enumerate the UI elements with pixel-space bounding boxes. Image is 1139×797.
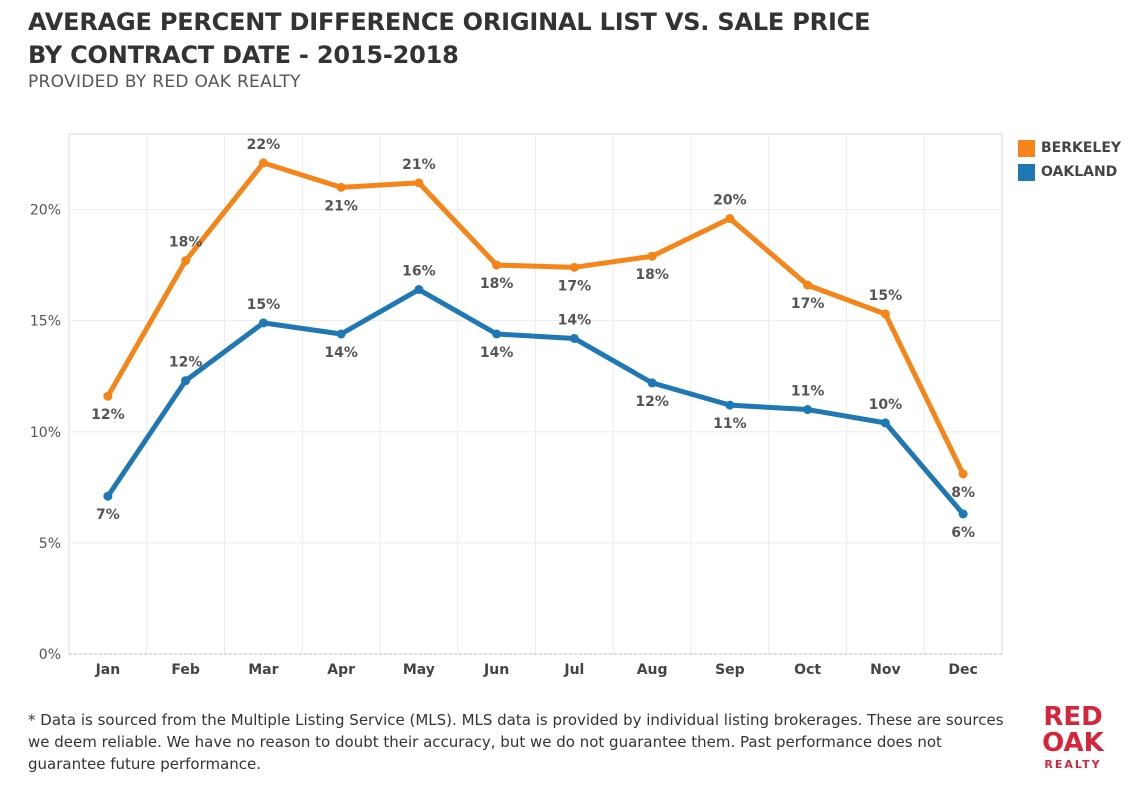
y-tick-label: 10% [30, 425, 61, 441]
chart-subtitle: PROVIDED BY RED OAK REALTY [28, 72, 301, 92]
data-label-berkeley: 8% [951, 485, 975, 501]
point-berkeley [880, 309, 890, 319]
data-label-berkeley: 20% [713, 192, 747, 208]
data-label-oakland: 7% [96, 507, 120, 523]
chart-title: AVERAGE PERCENT DIFFERENCE ORIGINAL LIST… [28, 6, 870, 72]
x-tick-label: Oct [794, 662, 821, 678]
logo-line-3: REALTY [1044, 758, 1102, 771]
point-oakland [569, 333, 579, 343]
footnote: * Data is sourced from the Multiple List… [28, 711, 1004, 773]
point-berkeley [414, 178, 424, 188]
data-label-oakland: 16% [402, 264, 436, 280]
legend-item-berkeley[interactable]: BERKELEY [1018, 136, 1121, 160]
data-label-oakland: 6% [951, 525, 975, 541]
data-label-oakland: 10% [869, 397, 903, 413]
data-label-berkeley: 18% [169, 235, 203, 251]
x-tick-label: Jan [95, 662, 121, 678]
data-label-oakland: 12% [169, 355, 203, 371]
point-oakland [958, 509, 968, 519]
legend-item-oakland[interactable]: OAKLAND [1018, 160, 1121, 184]
point-berkeley [958, 469, 968, 479]
x-tick-label: Jul [563, 662, 584, 678]
data-label-berkeley: 21% [324, 198, 358, 214]
x-tick-label: May [403, 662, 435, 678]
point-berkeley [569, 262, 579, 272]
data-label-berkeley: 12% [91, 407, 125, 423]
x-tick-label: Jun [483, 662, 509, 678]
data-label-berkeley: 18% [480, 276, 514, 292]
data-label-berkeley: 21% [402, 157, 436, 173]
point-oakland [803, 405, 813, 415]
y-tick-label: 15% [30, 314, 61, 330]
x-tick-label: Apr [327, 662, 355, 678]
data-label-oakland: 14% [558, 312, 592, 328]
point-berkeley [803, 280, 813, 290]
data-label-oakland: 12% [635, 394, 669, 410]
point-oakland [492, 329, 502, 339]
data-label-oakland: 11% [713, 416, 747, 432]
x-tick-label: Feb [171, 662, 200, 678]
series-line-oakland [105, 287, 966, 517]
legend-swatch-berkeley [1018, 139, 1035, 157]
point-berkeley [181, 256, 191, 266]
logo-line-1: RED [1043, 702, 1103, 732]
data-label-berkeley: 22% [247, 137, 281, 153]
data-label-oakland: 14% [480, 345, 514, 361]
x-tick-label: Sep [715, 662, 745, 678]
legend: BERKELEY OAKLAND [1018, 136, 1121, 184]
line-chart: 0% 5% 10% 15% 20% Jan Feb Mar Apr May Jun Jul Aug Sep… [30, 133, 1003, 678]
data-label-berkeley: 18% [635, 267, 669, 283]
x-tick-label: Dec [948, 662, 977, 678]
point-oakland [336, 329, 346, 339]
legend-label-oakland: OAKLAND [1041, 164, 1118, 180]
data-label-berkeley: 17% [558, 278, 592, 294]
x-tick-label: Nov [870, 662, 900, 678]
data-label-oakland: 11% [791, 384, 825, 400]
y-tick-label: 5% [39, 536, 61, 552]
point-oakland [181, 376, 191, 386]
series-line-berkeley [105, 160, 966, 477]
legend-label-berkeley: BERKELEY [1041, 140, 1122, 156]
point-berkeley [725, 213, 735, 223]
data-label-oakland: 15% [247, 297, 281, 313]
point-oakland [258, 318, 268, 328]
point-berkeley [258, 158, 268, 168]
point-oakland [880, 418, 890, 428]
data-label-oakland: 14% [324, 345, 358, 361]
point-berkeley [103, 391, 113, 401]
y-tick-label: 20% [30, 203, 61, 219]
x-tick-label: Mar [248, 662, 278, 678]
data-label-berkeley: 15% [869, 288, 903, 304]
x-tick-label: Aug [637, 662, 668, 678]
point-berkeley [647, 251, 657, 261]
logo-line-2: OAK [1042, 728, 1104, 758]
point-oakland [725, 400, 735, 410]
point-oakland [103, 491, 113, 501]
title-line-1: AVERAGE PERCENT DIFFERENCE ORIGINAL LIST… [28, 8, 871, 36]
point-oakland [414, 285, 424, 295]
data-label-berkeley: 17% [791, 296, 825, 312]
legend-swatch-oakland [1018, 163, 1035, 181]
red-oak-realty-logo: RED OAK REALTY [1040, 704, 1106, 771]
point-oakland [647, 378, 657, 388]
y-tick-label: 0% [39, 647, 61, 663]
title-line-2: BY CONTRACT DATE - 2015-2018 [28, 41, 459, 69]
point-berkeley [336, 182, 346, 192]
point-berkeley [492, 260, 502, 270]
